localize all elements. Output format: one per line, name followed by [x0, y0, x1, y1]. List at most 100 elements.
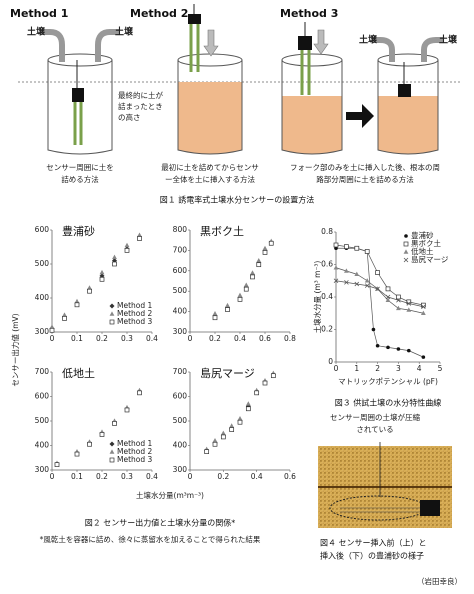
- data-point: [245, 401, 251, 406]
- data-point: [62, 312, 67, 317]
- legend-marker: [109, 303, 115, 309]
- legend-label: 豊浦砂: [411, 230, 434, 240]
- data-point: [220, 434, 226, 440]
- x-tick-label: 0.6: [284, 472, 296, 481]
- method-caption: ー全体を土に挿入する方法: [165, 174, 255, 184]
- data-point: [212, 315, 218, 321]
- soil-label: 土壌: [439, 34, 458, 46]
- x-tick-label: 0: [188, 334, 193, 343]
- x-axis-title: マトリックポテンシャル (pF): [338, 377, 438, 386]
- annotation: センサー周囲の土壌が圧縮: [330, 412, 420, 422]
- legend-marker: [109, 457, 115, 463]
- figure-note: *風乾土を容器に詰め、徐々に蒸留水を加えることで得られた結果: [40, 534, 261, 544]
- method-label: Method 1: [10, 7, 68, 20]
- data-point: [421, 355, 426, 359]
- soil-label: 土壌: [359, 34, 378, 46]
- data-point: [334, 246, 338, 251]
- data-point: [333, 265, 339, 270]
- data-point: [74, 298, 80, 304]
- figure-caption: 挿入後（下）の豊浦砂の様子: [320, 551, 424, 561]
- data-point: [212, 438, 218, 443]
- x-tick-label: 0.8: [284, 334, 296, 343]
- soil-label: 土壌: [115, 26, 134, 38]
- method-caption: 最初に土を詰めてからセンサ: [161, 162, 259, 172]
- legend-label: 島尻マージ: [411, 254, 449, 264]
- x-tick-label: 4: [417, 364, 422, 373]
- panel-title: 黒ボク土: [200, 225, 244, 238]
- data-point: [268, 240, 274, 246]
- data-point: [407, 348, 411, 353]
- y-tick-label: 400: [173, 307, 188, 316]
- x-tick-label: 0.2: [209, 334, 221, 343]
- x-tick-label: 0.6: [259, 334, 271, 343]
- data-point: [333, 278, 339, 284]
- y-tick-label: 600: [35, 225, 50, 234]
- data-point: [112, 261, 117, 267]
- data-point: [87, 288, 92, 294]
- data-point: [262, 380, 268, 386]
- legend-label: Method 2: [117, 447, 153, 456]
- data-point: [396, 294, 401, 300]
- data-point: [49, 327, 55, 333]
- data-point: [225, 302, 230, 308]
- y-tick-label: 600: [173, 266, 188, 275]
- y-tick-label: 300: [35, 465, 50, 474]
- data-point: [385, 294, 391, 300]
- data-point: [87, 285, 92, 290]
- data-point: [254, 390, 260, 396]
- y-tick-label: 500: [173, 286, 188, 295]
- data-point: [354, 271, 360, 277]
- data-point: [99, 269, 105, 275]
- legend-label: Method 2: [117, 309, 153, 318]
- y-tick-label: 300: [35, 327, 50, 336]
- y-tick-label: 700: [173, 245, 188, 254]
- data-point: [237, 292, 243, 298]
- x-tick-label: 0.1: [71, 472, 83, 481]
- y-tick-label: 0: [328, 357, 333, 366]
- data-point: [256, 258, 262, 263]
- data-point: [237, 419, 243, 425]
- y-tick-label: 500: [35, 259, 50, 268]
- data-point: [212, 441, 218, 447]
- author: （岩田幸良）: [417, 576, 462, 586]
- y-tick-label: 700: [35, 367, 50, 376]
- x-tick-label: 5: [438, 364, 443, 373]
- figure-caption: 図２ センサー出力値と土壌水分量の関係*: [85, 518, 236, 528]
- data-point: [262, 245, 268, 251]
- axis-frame: [189, 230, 290, 333]
- x-tick-label: 0.3: [121, 472, 133, 481]
- data-point: [74, 302, 80, 308]
- legend-label: Method 3: [117, 317, 153, 326]
- data-point: [385, 286, 391, 292]
- legend-label: Method 3: [117, 455, 153, 464]
- y-tick-label: 0.2: [321, 325, 333, 334]
- data-point: [396, 305, 401, 311]
- x-tick-label: 0: [50, 334, 55, 343]
- data-point: [371, 327, 376, 332]
- y-tick-label: 500: [35, 416, 50, 425]
- data-point: [375, 286, 380, 292]
- data-point: [49, 324, 55, 329]
- y-tick-label: 700: [173, 367, 188, 376]
- data-point: [262, 250, 268, 255]
- data-point: [364, 249, 370, 254]
- method-label: Method 3: [280, 7, 338, 20]
- method-label: Method 2: [130, 7, 188, 20]
- x-tick-label: 0.2: [217, 472, 229, 481]
- annotation: されている: [356, 425, 393, 434]
- method-caption: 路部分周囲に土を詰める方法: [316, 174, 414, 184]
- data-point: [225, 307, 230, 312]
- method-caption: センサー周囲に土を: [46, 162, 114, 172]
- data-point: [112, 254, 117, 259]
- data-point: [421, 304, 426, 310]
- data-point: [229, 423, 235, 428]
- x-tick-label: 0.4: [146, 472, 158, 481]
- x-tick-label: 2: [375, 364, 380, 373]
- method-caption: フォーク部のみを土に挿入した後、根本の周: [290, 162, 440, 172]
- figure1-art: [18, 4, 462, 155]
- curve: [336, 247, 424, 358]
- legend-marker: [403, 257, 409, 263]
- legend-marker: [109, 449, 115, 454]
- x-tick-label: 0.3: [121, 334, 133, 343]
- data-point: [375, 270, 380, 275]
